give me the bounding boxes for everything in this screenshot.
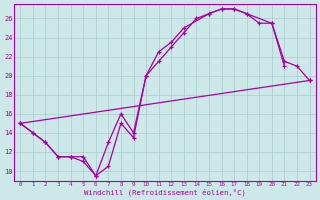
X-axis label: Windchill (Refroidissement éolien,°C): Windchill (Refroidissement éolien,°C) bbox=[84, 188, 246, 196]
